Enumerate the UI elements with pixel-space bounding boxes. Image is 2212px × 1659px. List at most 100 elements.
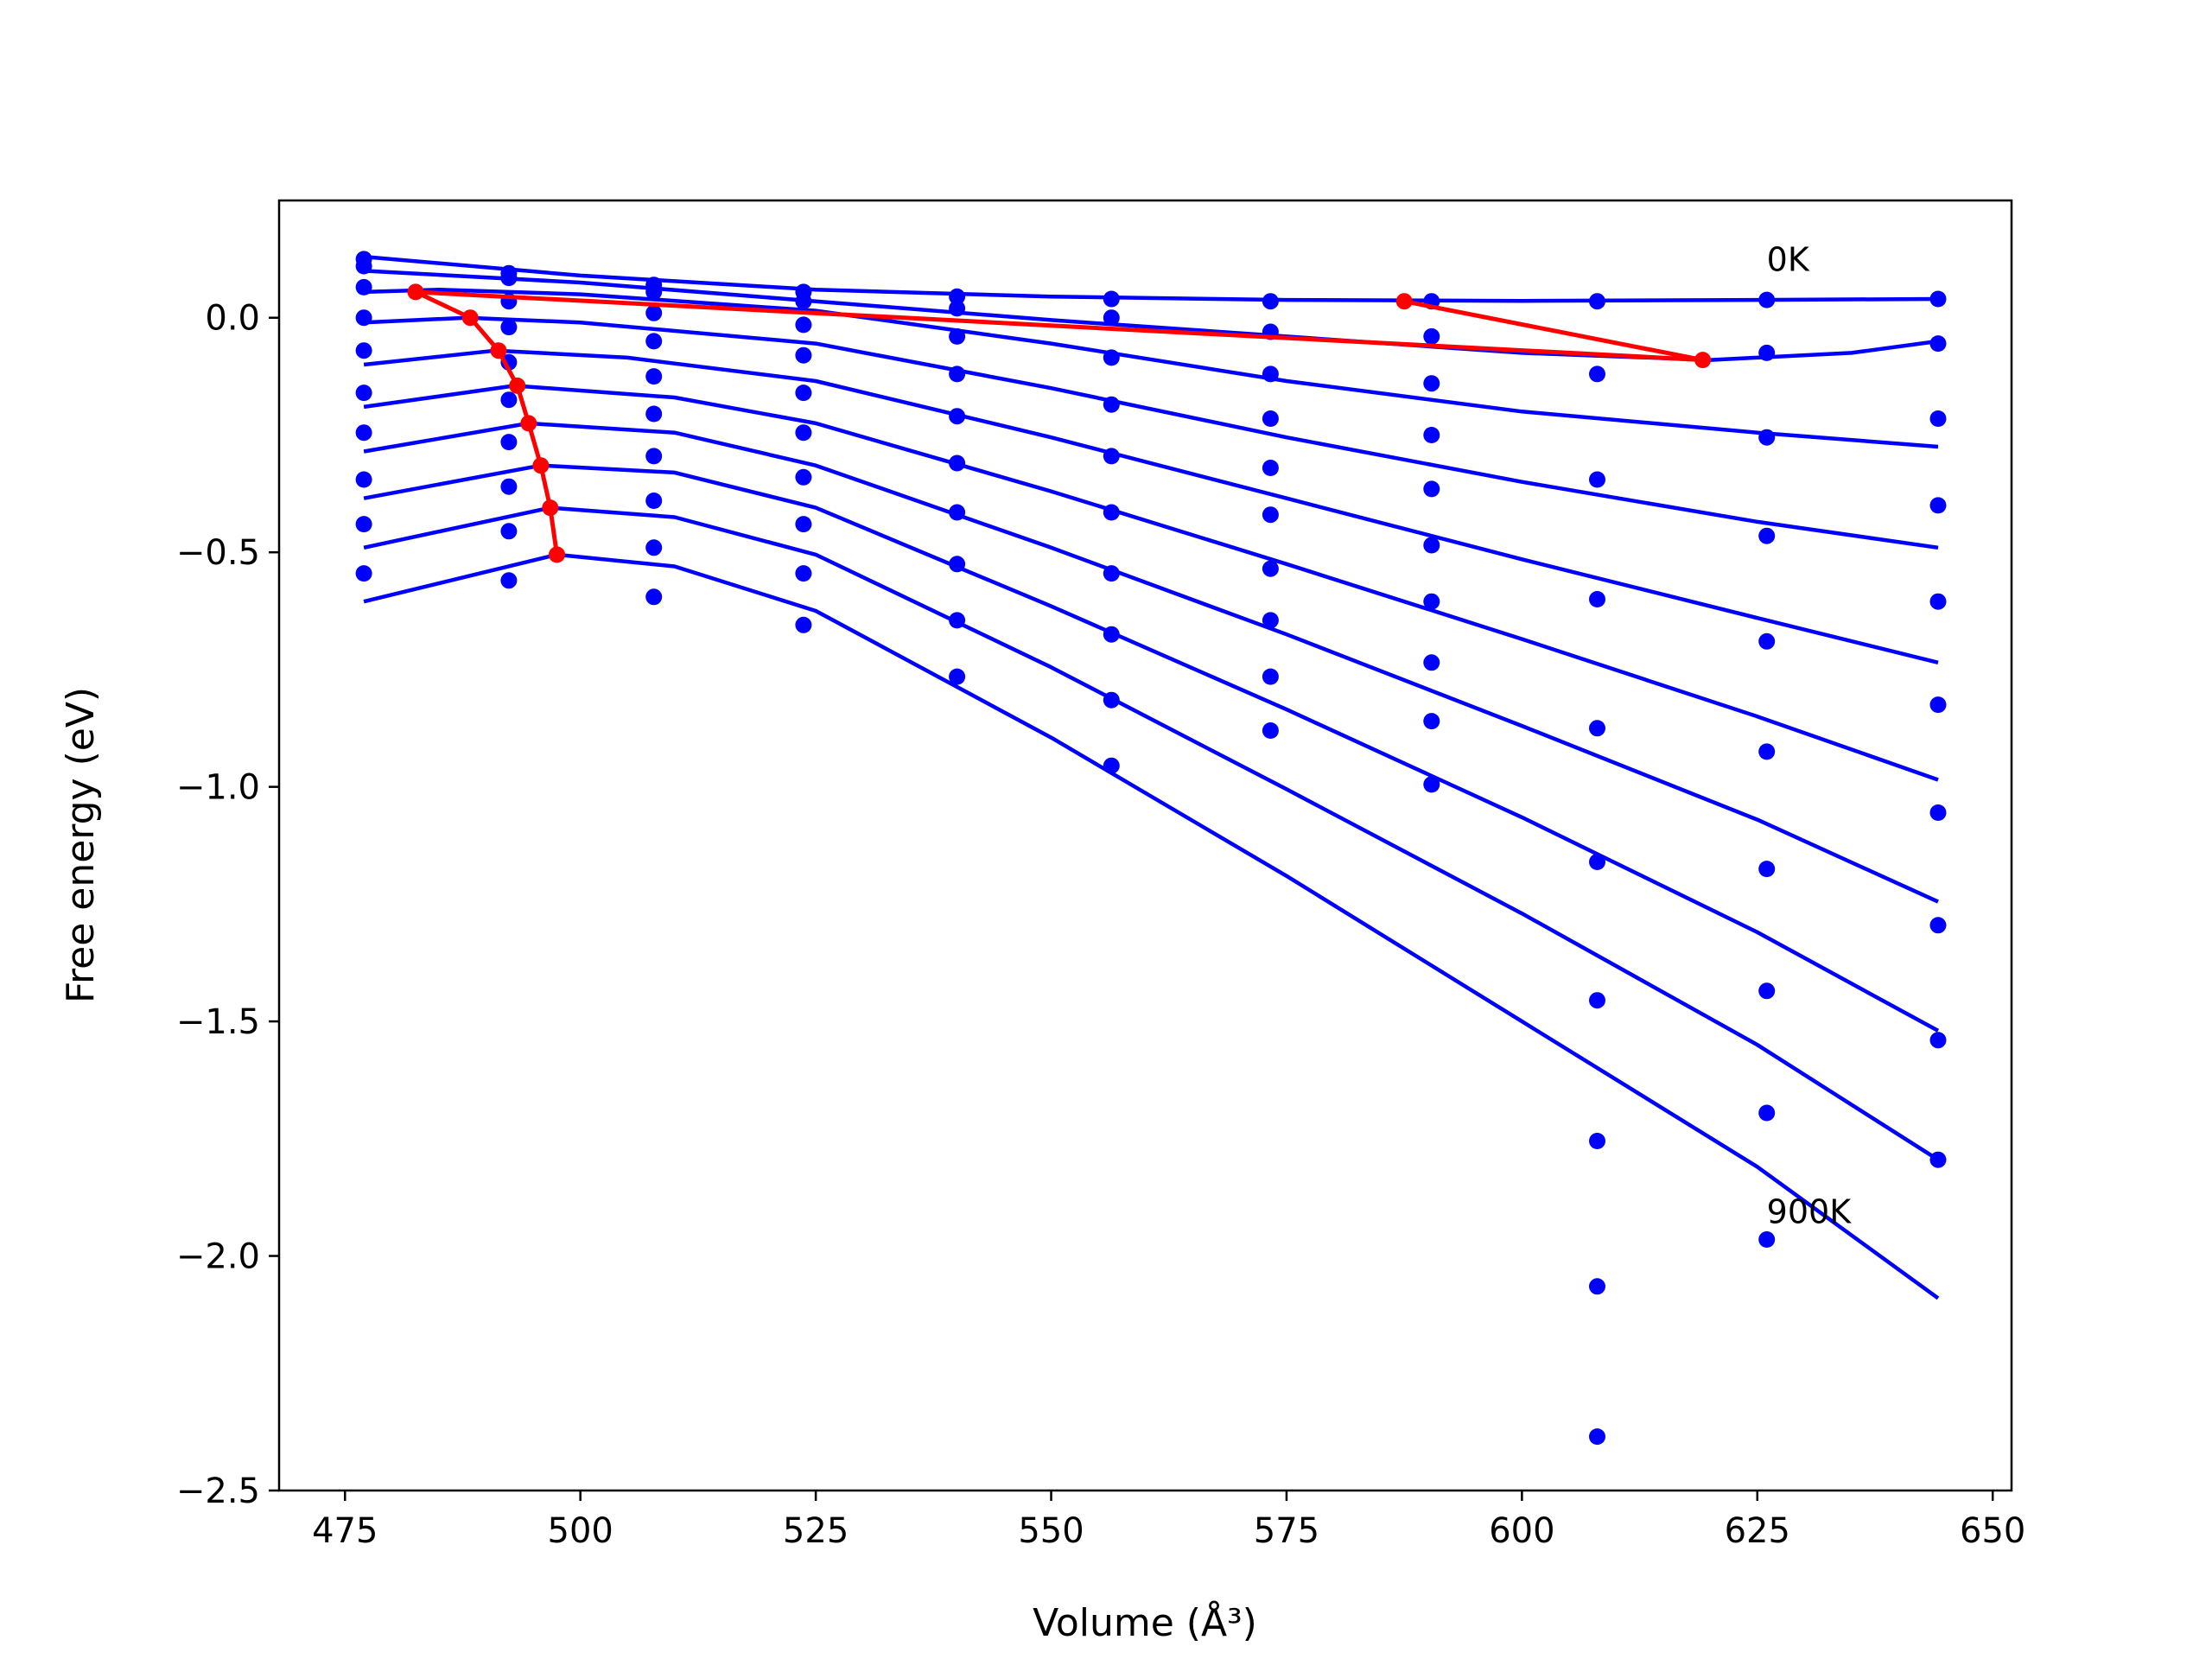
y-tick-label: −2.5 bbox=[176, 1471, 260, 1511]
data-point-series-8 bbox=[645, 493, 663, 509]
data-point-series-10 bbox=[500, 572, 518, 589]
data-point-series-10 bbox=[1423, 776, 1440, 793]
data-point-series-10 bbox=[949, 668, 966, 685]
data-point-series-4 bbox=[1929, 497, 1947, 514]
data-point-series-10 bbox=[1262, 722, 1279, 739]
axes-frame bbox=[277, 199, 2013, 1492]
data-point-series-2 bbox=[500, 270, 518, 287]
data-point-series-5 bbox=[1929, 593, 1947, 610]
data-point-series-3 bbox=[1262, 365, 1279, 383]
data-point-series-1 bbox=[949, 288, 966, 305]
data-point-series-6 bbox=[1423, 537, 1440, 554]
data-point-series-9 bbox=[1929, 1032, 1947, 1049]
minimum-path-point bbox=[549, 546, 565, 563]
data-point-series-9 bbox=[795, 565, 812, 582]
data-point-series-6 bbox=[1589, 854, 1605, 870]
data-point-series-7 bbox=[1929, 804, 1947, 821]
data-point-series-10 bbox=[1589, 1428, 1605, 1446]
data-point-series-8 bbox=[795, 516, 812, 533]
minimum-path-point bbox=[542, 499, 559, 517]
data-point-series-6 bbox=[949, 454, 966, 472]
data-point-series-4 bbox=[949, 365, 966, 383]
annotation-label: 0K bbox=[1767, 240, 1810, 278]
data-point-series-4 bbox=[1103, 396, 1120, 413]
fit-curve-1 bbox=[363, 254, 1939, 303]
data-point-series-7 bbox=[1589, 992, 1605, 1009]
annotations: 0K 900K bbox=[1767, 240, 1853, 1230]
data-point-series-7 bbox=[1758, 861, 1776, 878]
data-point-series-4 bbox=[1262, 410, 1279, 427]
annotation-label: 900K bbox=[1767, 1193, 1853, 1231]
plot-content bbox=[355, 251, 1947, 1446]
data-point-series-9 bbox=[355, 516, 372, 533]
x-tick-label: 525 bbox=[783, 1511, 849, 1551]
data-point-series-7 bbox=[949, 504, 966, 521]
minimum-path-point bbox=[461, 309, 479, 327]
y-axis-ticks: −2.5 −2.0 −1.5 −1.0 −0.5 0.0 bbox=[176, 299, 279, 1511]
data-point-series-10 bbox=[355, 565, 372, 582]
data-point-series-6 bbox=[1262, 506, 1279, 524]
minimum-path-point bbox=[1694, 352, 1712, 369]
minimum-path-point bbox=[509, 377, 526, 394]
data-point-series-8 bbox=[1103, 626, 1120, 643]
data-point-series-7 bbox=[645, 448, 663, 465]
data-point-series-9 bbox=[500, 523, 518, 540]
y-tick-label: 0.0 bbox=[205, 299, 260, 339]
data-point-series-4 bbox=[1589, 591, 1605, 607]
data-point-series-9 bbox=[1423, 713, 1440, 730]
y-tick-label: −1.0 bbox=[176, 768, 260, 808]
data-point-series-2 bbox=[795, 293, 812, 310]
data-point-series-3 bbox=[645, 304, 663, 321]
y-tick-label: −0.5 bbox=[176, 533, 260, 573]
data-point-series-2 bbox=[1929, 335, 1947, 353]
data-point-series-6 bbox=[795, 424, 812, 442]
data-point-series-1 bbox=[1758, 291, 1776, 308]
data-point-series-8 bbox=[1758, 982, 1776, 1000]
data-point-series-6 bbox=[500, 391, 518, 409]
x-tick-label: 600 bbox=[1489, 1511, 1554, 1551]
data-point-series-5 bbox=[1423, 480, 1440, 498]
data-point-series-5 bbox=[1758, 632, 1776, 650]
data-point-series-10 bbox=[1929, 1151, 1947, 1168]
minimum-path-point bbox=[520, 415, 537, 432]
data-point-series-2 bbox=[645, 283, 663, 301]
x-tick-label: 500 bbox=[548, 1511, 613, 1551]
data-point-series-4 bbox=[500, 319, 518, 336]
data-point-series-8 bbox=[1423, 654, 1440, 671]
data-point-series-8 bbox=[949, 556, 966, 573]
data-point-series-7 bbox=[1262, 560, 1279, 577]
data-point-series-1 bbox=[1103, 290, 1120, 308]
data-point-series-10 bbox=[795, 616, 812, 633]
fit-curve-5 bbox=[363, 348, 1939, 664]
data-point-series-5 bbox=[645, 368, 663, 385]
data-point-series-1 bbox=[1262, 293, 1279, 310]
data-point-series-5 bbox=[355, 342, 372, 359]
data-point-series-4 bbox=[645, 333, 663, 350]
data-point-series-9 bbox=[1758, 1104, 1776, 1122]
data-point-series-2 bbox=[1423, 327, 1440, 345]
data-point-series-3 bbox=[1103, 349, 1120, 366]
x-tick-label: 625 bbox=[1725, 1511, 1790, 1551]
data-point-series-7 bbox=[795, 468, 812, 486]
data-point-series-8 bbox=[1929, 917, 1947, 934]
x-tick-label: 575 bbox=[1254, 1511, 1319, 1551]
x-axis-ticks: 475 500 525 550 575 600 625 650 bbox=[312, 1491, 2025, 1551]
data-point-series-2 bbox=[949, 300, 966, 317]
x-tick-label: 650 bbox=[1960, 1511, 2025, 1551]
data-point-series-5 bbox=[1103, 448, 1120, 465]
data-point-series-3 bbox=[795, 316, 812, 334]
data-point-series-10 bbox=[1103, 757, 1120, 774]
fit-curve-7 bbox=[363, 421, 1939, 904]
data-point-series-8 bbox=[1262, 612, 1279, 629]
data-point-series-9 bbox=[949, 612, 966, 629]
data-point-series-9 bbox=[645, 539, 663, 556]
data-point-series-3 bbox=[1423, 375, 1440, 392]
data-point-series-7 bbox=[1103, 565, 1120, 582]
data-point-series-4 bbox=[355, 309, 372, 327]
data-point-series-5 bbox=[949, 408, 966, 425]
data-point-series-5 bbox=[1589, 720, 1605, 737]
data-point-series-3 bbox=[1929, 410, 1947, 427]
data-point-series-6 bbox=[1103, 504, 1120, 521]
data-point-series-6 bbox=[355, 385, 372, 402]
data-point-series-4 bbox=[1423, 427, 1440, 443]
